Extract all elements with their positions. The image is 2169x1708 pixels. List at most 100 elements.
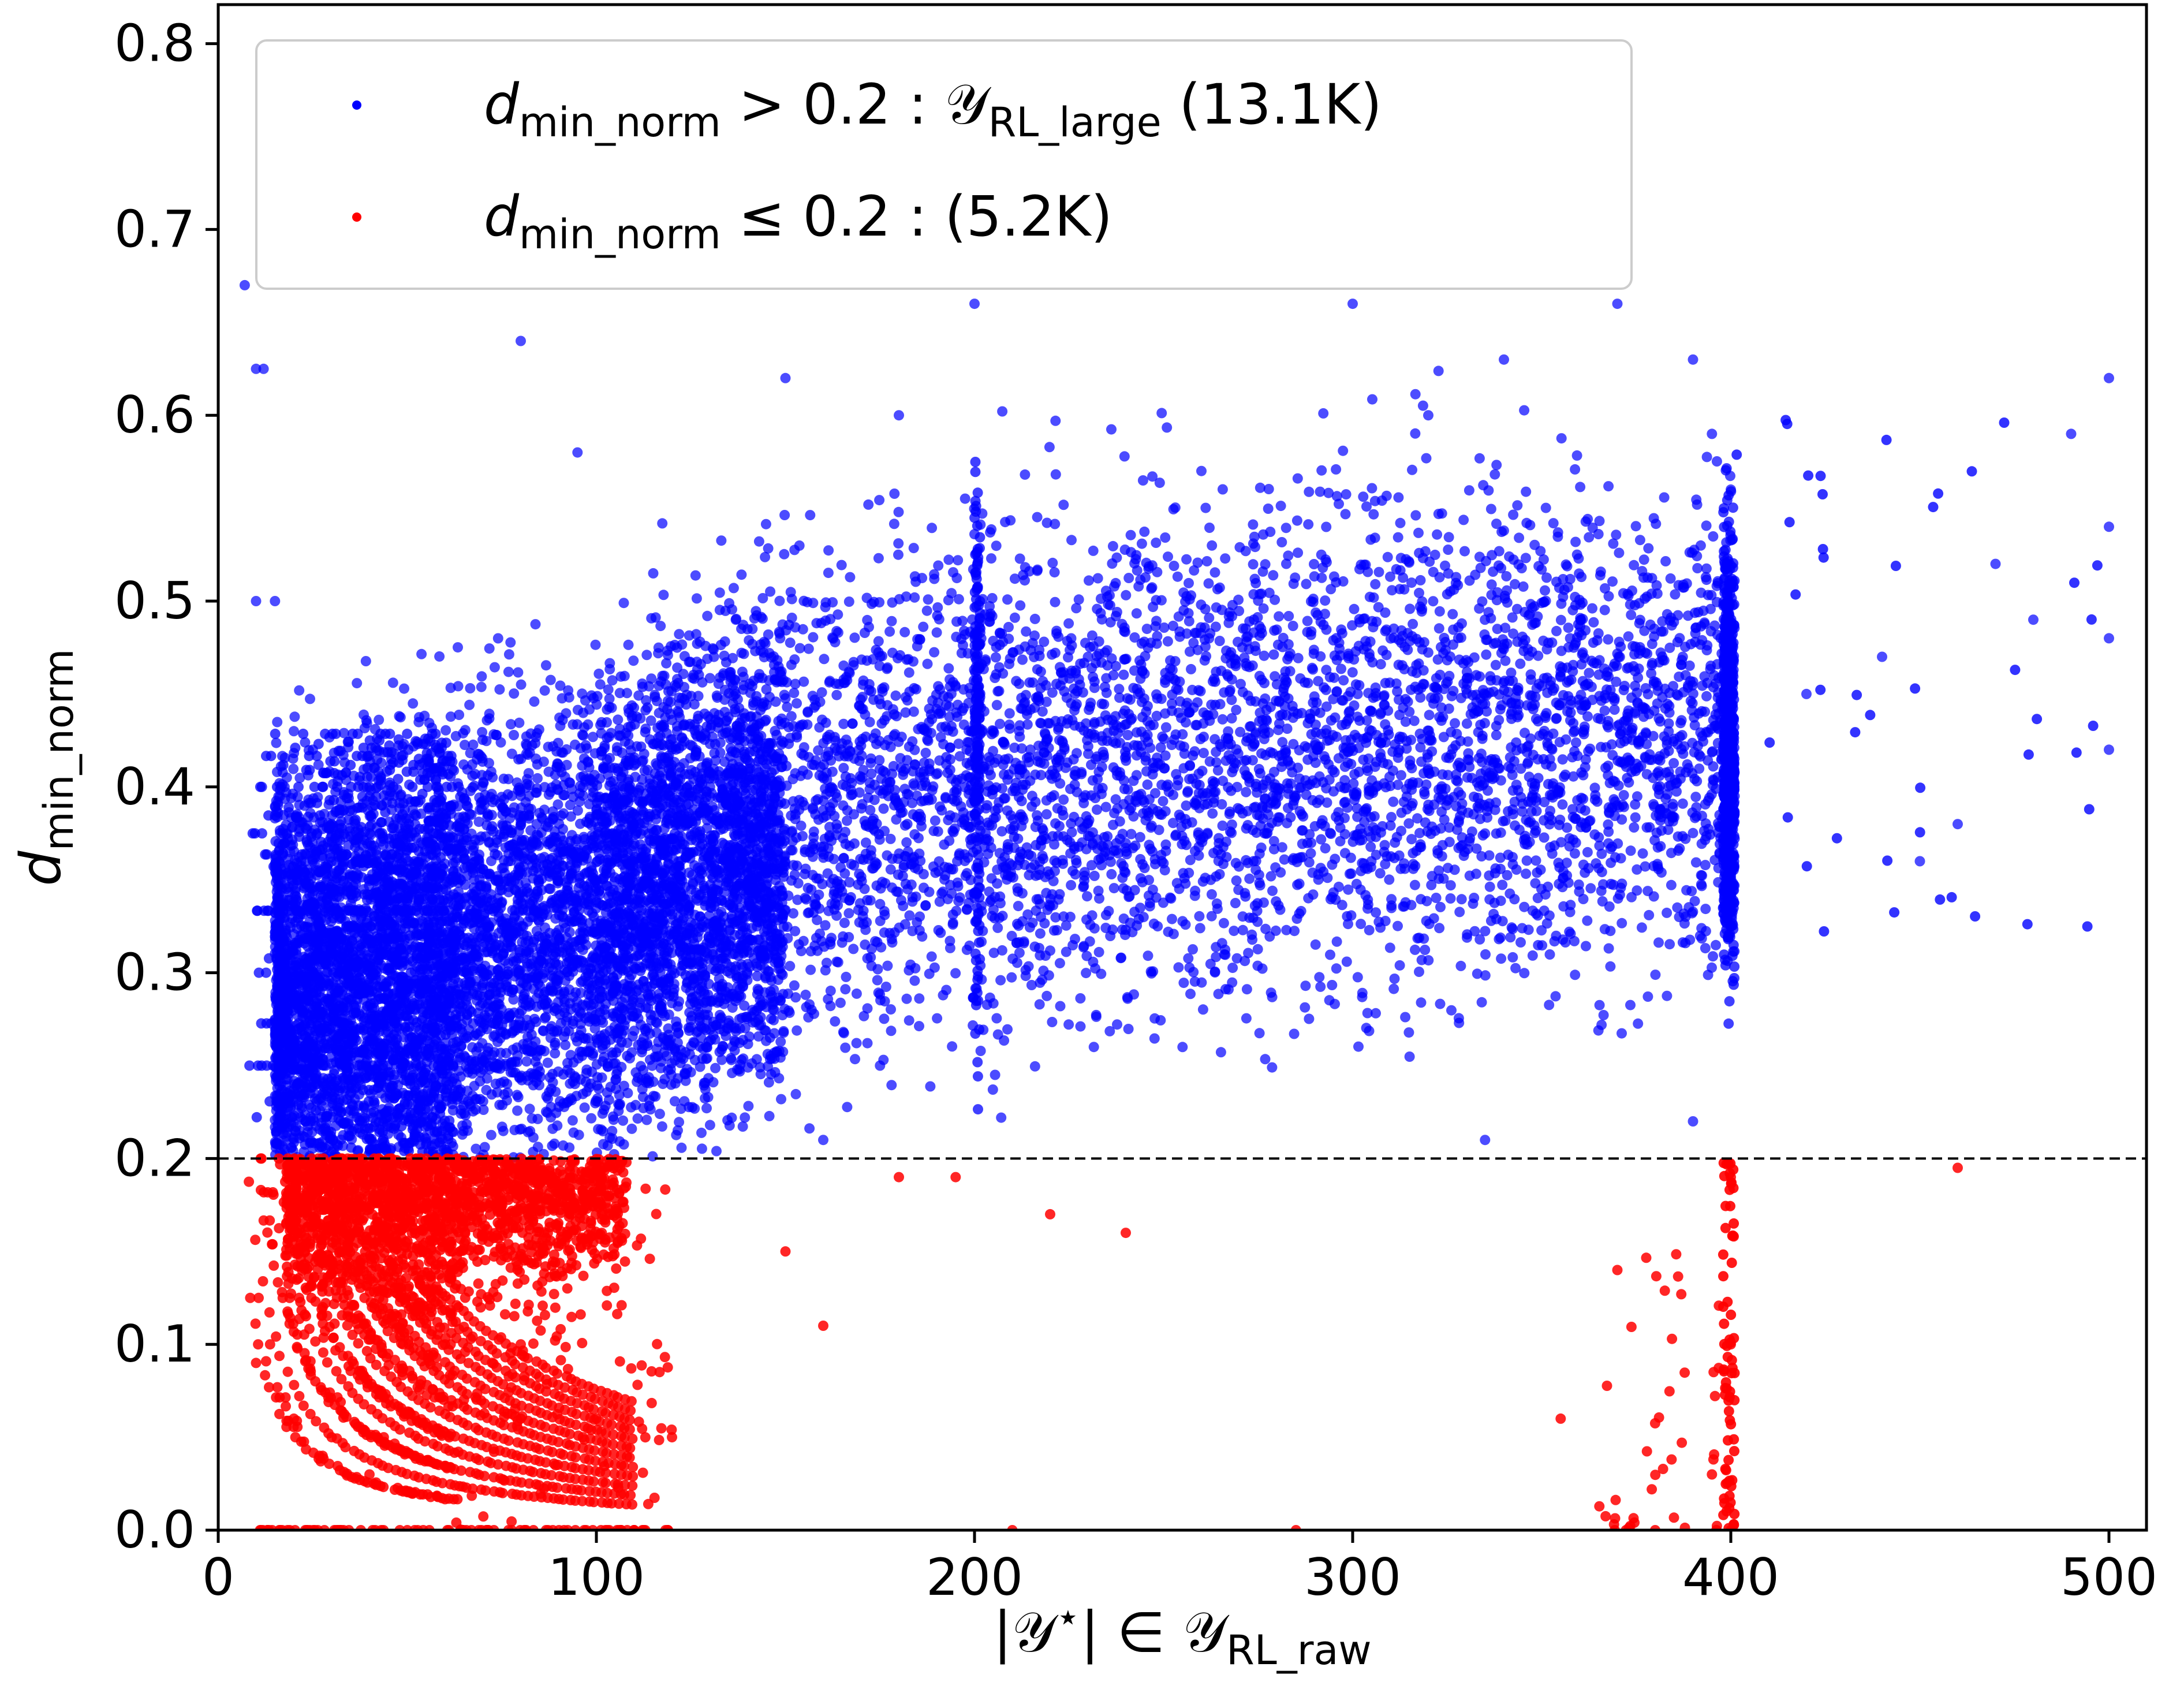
data-point [516, 1005, 527, 1016]
data-point [704, 1120, 715, 1131]
data-point [1480, 1135, 1491, 1146]
data-point [593, 668, 604, 679]
data-point [2104, 744, 2114, 755]
data-point [479, 1142, 490, 1153]
data-point [403, 1091, 414, 1102]
data-point [465, 683, 476, 693]
data-point [1707, 428, 1718, 439]
data-point [305, 693, 315, 704]
data-point [464, 699, 475, 710]
data-point [2104, 372, 2114, 383]
data-point [476, 681, 487, 692]
data-point [533, 724, 544, 735]
data-point [575, 818, 585, 829]
data-point [547, 1140, 558, 1151]
data-point [288, 763, 299, 774]
data-point [428, 911, 439, 922]
data-point [440, 737, 451, 748]
data-point [323, 799, 334, 810]
data-point [481, 1084, 492, 1095]
data-point [2066, 428, 2077, 439]
data-point [1990, 558, 2001, 569]
data-point [487, 821, 498, 831]
data-point [555, 680, 566, 691]
data-point [430, 774, 441, 785]
data-point [478, 1064, 489, 1075]
data-point [1196, 465, 1207, 476]
data-point [1953, 819, 1963, 830]
data-point [1177, 1042, 1188, 1053]
data-point [1347, 299, 1358, 309]
data-point [572, 447, 583, 458]
data-point [654, 1109, 665, 1120]
data-point [390, 1036, 401, 1047]
data-point [289, 726, 299, 737]
data-point [453, 642, 463, 653]
data-point [298, 728, 309, 739]
data-point [399, 683, 409, 694]
data-point [329, 756, 340, 767]
data-point [774, 595, 785, 606]
data-point [374, 714, 384, 725]
data-point [1801, 688, 1812, 699]
data-point [626, 1123, 637, 1134]
data-point [509, 730, 519, 740]
data-point [244, 1060, 255, 1071]
data-point [303, 745, 314, 756]
data-point [313, 739, 324, 749]
data-point [262, 849, 272, 860]
data-point [260, 967, 271, 978]
data-point [251, 1112, 262, 1122]
data-point [434, 651, 445, 662]
data-point [256, 828, 267, 839]
data-point [528, 1132, 539, 1143]
data-point [524, 1103, 535, 1114]
data-point [383, 816, 394, 827]
data-point [518, 994, 529, 1004]
data-point [1877, 651, 1887, 662]
data-point [270, 596, 281, 606]
data-point [514, 1124, 525, 1135]
data-point [780, 372, 791, 383]
data-point [521, 1056, 532, 1067]
data-point [764, 1110, 775, 1121]
data-point [581, 1064, 592, 1075]
data-point [256, 781, 267, 792]
data-point [289, 711, 300, 722]
data-point [557, 693, 568, 704]
data-point [311, 751, 322, 762]
data-point [338, 728, 349, 739]
data-point [586, 1113, 597, 1124]
data-point [513, 667, 524, 678]
data-point [545, 674, 556, 685]
data-point [458, 1125, 469, 1136]
data-point [300, 737, 311, 748]
data-point [416, 648, 427, 659]
data-point [753, 536, 764, 547]
data-point [655, 621, 666, 632]
data-point [358, 743, 369, 754]
data-point [1688, 1116, 1698, 1127]
data-point [1423, 410, 1433, 421]
data-point [743, 1101, 754, 1112]
data-point [2104, 521, 2114, 532]
data-point [468, 1018, 479, 1029]
data-point [251, 596, 262, 606]
data-point [492, 633, 503, 644]
data-point [503, 666, 514, 677]
data-point [266, 751, 277, 762]
data-point [293, 781, 304, 792]
data-point [494, 684, 505, 695]
data-point [498, 1125, 509, 1136]
data-point [372, 733, 383, 744]
data-point [309, 781, 320, 792]
data-point [533, 876, 544, 887]
data-point [249, 828, 260, 839]
data-point [318, 781, 328, 792]
data-point [453, 681, 464, 692]
data-point [512, 1105, 523, 1116]
data-point [669, 1096, 680, 1107]
data-point [384, 728, 395, 739]
data-point [359, 1102, 369, 1113]
